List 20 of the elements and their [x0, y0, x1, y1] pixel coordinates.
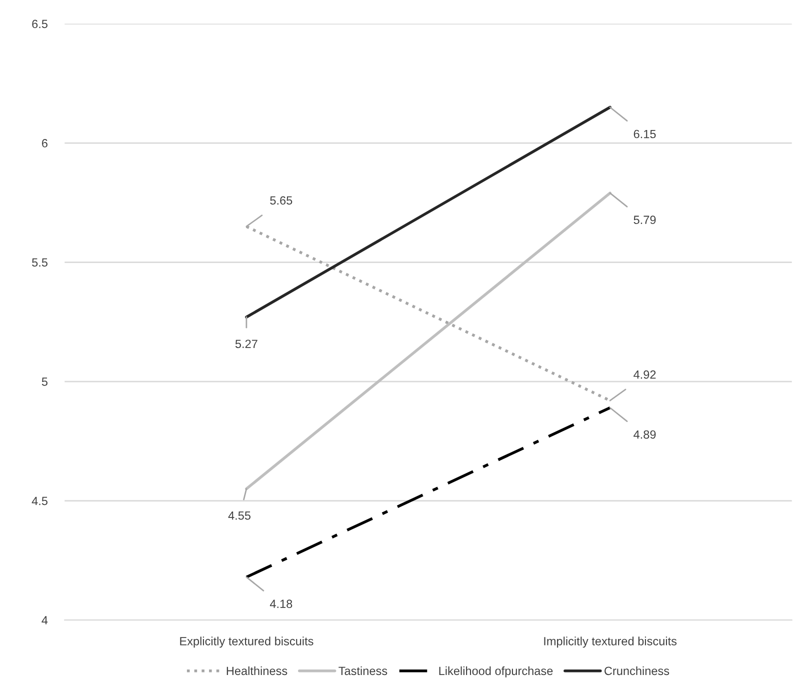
data-label: 5.27	[235, 340, 258, 348]
legend-label: Likelihood ofpurchase	[439, 666, 553, 678]
data-label: 4.92	[634, 370, 656, 379]
legend-label: Healthiness	[226, 666, 288, 676]
y-tick-label: 6.5	[32, 20, 48, 28]
legend-label: Tastiness	[338, 666, 388, 676]
y-tick-label: 5	[42, 378, 48, 386]
x-tick-label: Implicitly textured biscuits	[544, 636, 677, 648]
y-tick-label: 4	[42, 616, 48, 624]
y-tick-label: 4.5	[32, 496, 48, 506]
data-label: 4.89	[634, 430, 656, 439]
y-tick-label: 5.5	[32, 258, 48, 267]
data-label: 5.65	[270, 196, 292, 205]
legend-label: Crunchiness	[604, 666, 670, 676]
data-label: 5.79	[634, 216, 656, 224]
data-label: 4.55	[228, 512, 250, 520]
data-label: 6.15	[634, 130, 656, 138]
data-label: 4.18	[270, 600, 292, 608]
x-tick-label: Explicitly textured biscuits	[180, 636, 314, 648]
y-tick-label: 6	[42, 139, 48, 148]
